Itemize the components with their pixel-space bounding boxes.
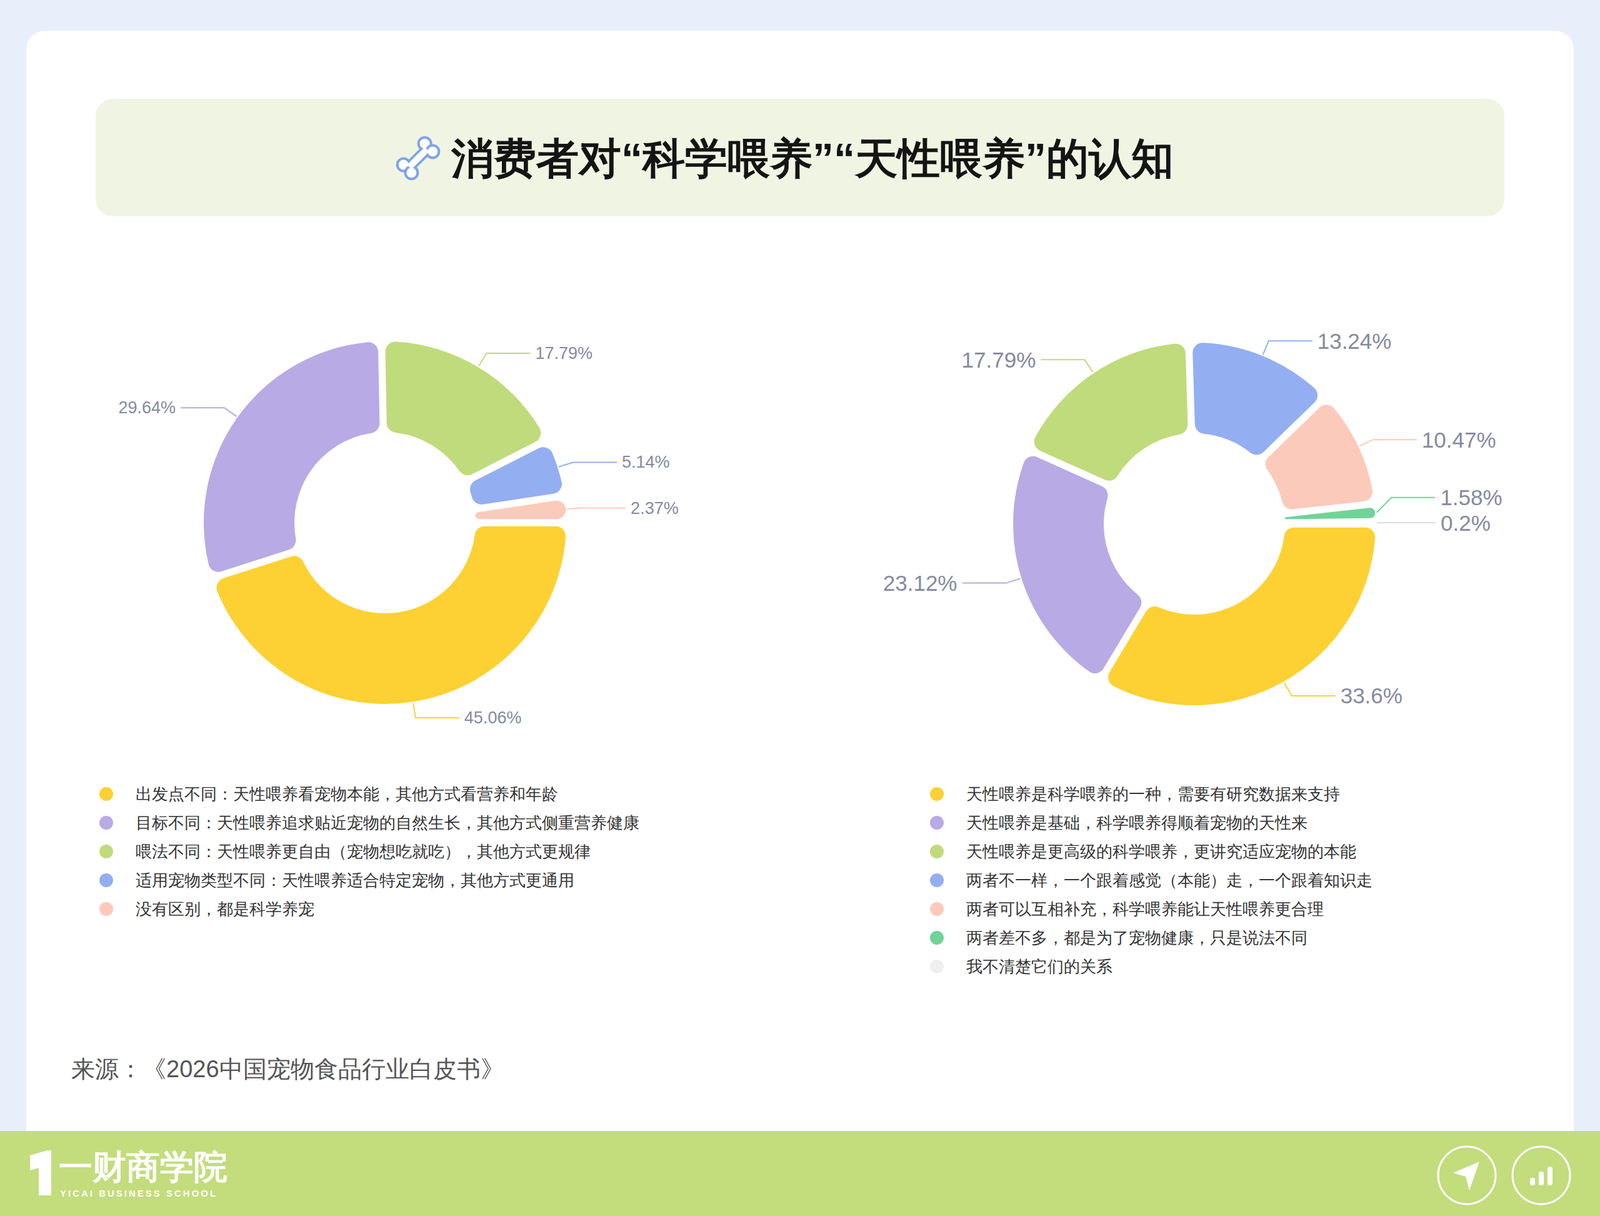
legend-swatch	[930, 901, 944, 916]
leader-line	[1359, 439, 1417, 446]
slices	[1013, 342, 1376, 705]
slice	[1034, 343, 1189, 481]
legend-label: 两者不一样，一个跟着感觉（本能）走，一个跟着知识走	[966, 870, 1373, 890]
data-label: 29.64%	[118, 398, 176, 417]
legend-swatch	[99, 786, 114, 801]
leader-line	[1040, 359, 1093, 372]
legend-label: 天性喂养是更高级的科学喂养，更讲究适应宠物的本能	[966, 841, 1357, 861]
footer-icon	[1453, 1161, 1480, 1190]
data-labels: 33.6% 23.12% 17.79% 13.24% 10.47% 1.58%0.2%	[883, 328, 1503, 709]
leader-line	[1376, 497, 1435, 513]
leader-line	[478, 353, 530, 367]
legend-label: 天性喂养是科学喂养的一种，需要有研究数据来支持	[966, 784, 1340, 804]
title-banner	[95, 98, 1505, 217]
footer-button	[1438, 1146, 1496, 1204]
legend-swatch	[99, 815, 114, 830]
leader-line	[413, 702, 460, 718]
legend-swatch	[930, 873, 944, 887]
page: 消费者对“科学喂养”“天性喂养”的认知 45.06% 29.64% 17.79% 5.1…	[0, 0, 1600, 1216]
brand-logo	[30, 1150, 52, 1195]
legend-swatch	[930, 786, 944, 801]
data-label: 17.79%	[535, 343, 593, 363]
legend-label: 天性喂养是基础，科学喂养得顺着宠物的天性来	[966, 813, 1308, 832]
legend-swatch	[930, 815, 944, 830]
leader-line	[1263, 340, 1313, 355]
brand: 一财商学院	[58, 1147, 228, 1185]
legend: 出发点不同：天性喂养看宠物本能，其他方式看营养和年龄目标不同：天性喂养追求贴近宠…	[99, 784, 640, 919]
chart-svg: 消费者对“科学喂养”“天性喂养”的认知 45.06% 29.64% 17.79% 5.1…	[0, 0, 1600, 1216]
slice	[1013, 456, 1142, 674]
legend-swatch	[930, 844, 944, 859]
slice	[470, 446, 562, 505]
data-label: 0.2%	[1440, 510, 1491, 535]
title-icon	[395, 135, 442, 182]
footer-icon	[1547, 1166, 1553, 1185]
footer-icon	[1538, 1171, 1544, 1185]
data-label: 13.24%	[1317, 328, 1392, 354]
leader-line	[1284, 682, 1336, 696]
slice	[1108, 527, 1375, 705]
legend-label: 适用宠物类型不同：天性喂养适合特定宠物，其他方式更通用	[135, 870, 575, 890]
slice	[203, 341, 380, 572]
footer	[0, 1130, 1600, 1216]
footer-button	[1512, 1146, 1570, 1204]
data-label: 23.12%	[883, 570, 958, 595]
leader-line	[566, 507, 626, 509]
legend-swatch	[99, 901, 114, 916]
legend-label: 没有区别，都是科学养宠	[135, 899, 315, 919]
slice	[1285, 507, 1376, 519]
legend-swatch	[99, 873, 114, 887]
leader-line	[961, 578, 1020, 583]
slice	[475, 500, 567, 520]
legend-swatch	[99, 844, 114, 859]
brand-en: YICAI BUSINESS SCHOOL	[60, 1187, 218, 1199]
legend-label: 喂法不同：天性喂养更自由（宠物想吃就吃），其他方式更规律	[135, 841, 591, 861]
data-label: 10.47%	[1421, 427, 1497, 452]
slice	[1285, 522, 1376, 524]
legend-label: 两者可以互相补充，科学喂养能让天性喂养更合理	[966, 899, 1324, 919]
data-label: 45.06%	[464, 708, 522, 727]
donut-chart: 33.6% 23.12% 17.79% 13.24% 10.47% 1.58%0.2%	[883, 328, 1503, 709]
legend-label: 我不清楚它们的关系	[966, 956, 1113, 976]
slices	[203, 341, 566, 704]
data-labels: 45.06% 29.64% 17.79% 5.14% 2.37%	[118, 343, 679, 727]
data-label: 1.58%	[1440, 485, 1502, 510]
data-label: 2.37%	[630, 498, 679, 517]
leader-line	[558, 461, 617, 467]
legend-label: 出发点不同：天性喂养看宠物本能，其他方式看营养和年龄	[135, 784, 559, 804]
source: 来源：《2026中国宠物食品行业白皮书》	[71, 1055, 505, 1082]
donut-chart: 45.06% 29.64% 17.79% 5.14% 2.37%	[118, 341, 679, 727]
legend-label: 两者差不多，都是为了宠物健康，只是说法不同	[966, 928, 1308, 947]
background	[0, 0, 1600, 1216]
title: 消费者对“科学喂养”“天性喂养”的认知	[450, 134, 1174, 182]
data-label: 17.79%	[961, 347, 1037, 372]
leader-line	[180, 407, 237, 417]
data-label: 5.14%	[621, 452, 670, 472]
legend-swatch	[930, 959, 944, 974]
legend: 天性喂养是科学喂养的一种，需要有研究数据来支持天性喂养是基础，科学喂养得顺着宠物…	[930, 784, 1373, 976]
legend-label: 目标不同：天性喂养追求贴近宠物的自然生长，其他方式侧重营养健康	[135, 813, 640, 832]
legend-swatch	[930, 930, 944, 945]
slice	[1265, 404, 1373, 509]
data-label: 33.6%	[1340, 683, 1403, 708]
icon-part	[406, 146, 429, 169]
leader-line	[1376, 521, 1436, 524]
card	[26, 30, 1574, 1156]
footer-icon	[1530, 1177, 1535, 1185]
slice	[385, 341, 542, 475]
